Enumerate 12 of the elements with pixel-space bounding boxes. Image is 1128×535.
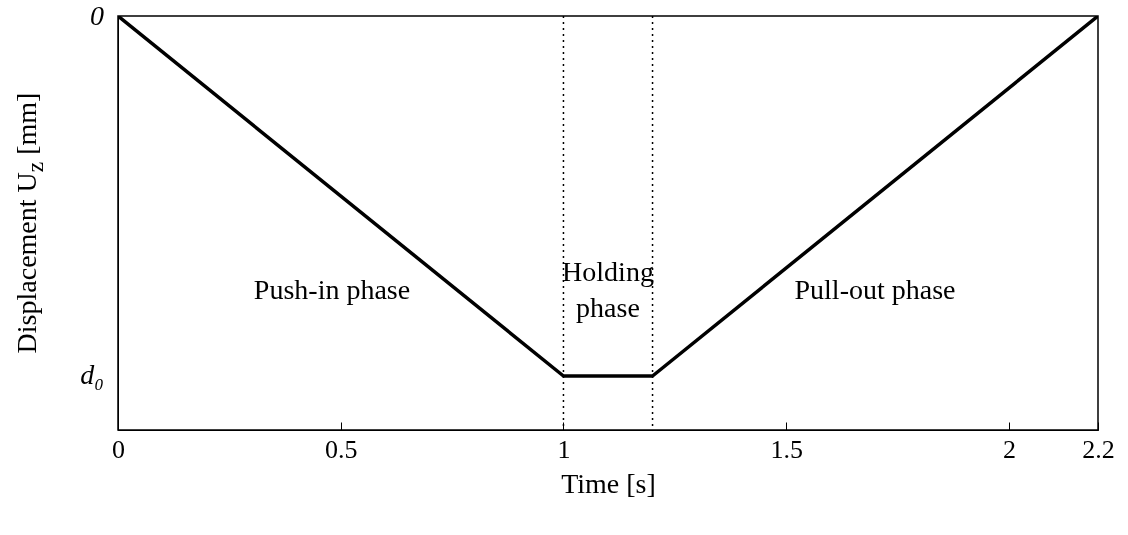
text: d₀ [80,358,104,392]
x-axis-title: Time [s] [561,467,656,499]
x-tick-label: 1 [557,434,571,464]
annotation: Push-in phase [253,273,411,307]
x-tick-label: 2.2 [1082,434,1115,464]
text: 0 [90,0,104,33]
x-tick-label: 1.5 [770,434,803,464]
x-tick-label: 0.5 [324,434,358,464]
x-tick-label: 0 [112,434,125,464]
x-tick-label: 2 [1002,434,1016,464]
annotation: Pull-out phase [794,273,956,307]
annotation: Holding phase [562,255,654,325]
